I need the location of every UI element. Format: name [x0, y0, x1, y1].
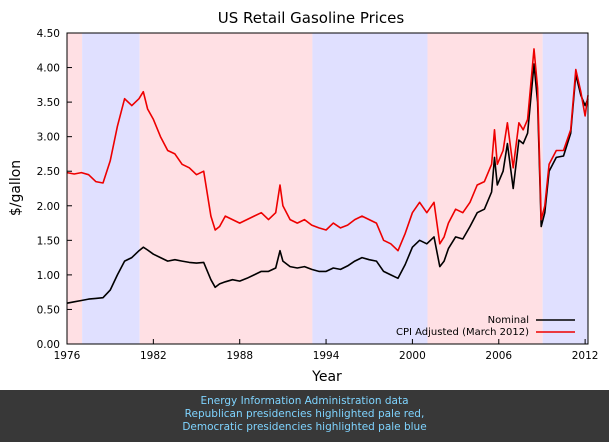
- x-tick-label-1994: 1994: [313, 350, 340, 362]
- footer-line-republican: Republican presidencies highlighted pale…: [184, 408, 425, 420]
- legend: Nominal CPI Adjusted (March 2012): [396, 315, 575, 338]
- y-tick-label-1.00: 1.00: [37, 270, 60, 282]
- band-democratic-1: [82, 33, 140, 344]
- series-lines: [66, 48, 589, 304]
- x-tick-label-2000: 2000: [399, 350, 426, 362]
- y-tick-label-3.50: 3.50: [37, 97, 60, 109]
- plot-frame: [66, 32, 589, 345]
- footer-line-democratic: Democratic presidencies highlighted pale…: [182, 421, 427, 433]
- y-axis: 0.00 0.50 1.00 1.50 2.00 2.50 3.00 3.50 4.00 4.50: [37, 28, 72, 351]
- footer-caption: Energy Information Administration data R…: [0, 390, 609, 442]
- y-tick-label-2.00: 2.00: [37, 201, 60, 213]
- band-republican-4: [427, 33, 543, 344]
- x-axis-label: Year: [311, 369, 342, 385]
- band-democratic-5: [542, 33, 588, 344]
- x-tick-label-1982: 1982: [140, 350, 167, 362]
- band-republican-2: [139, 33, 313, 344]
- series-line-cpi-adjusted: [66, 48, 589, 252]
- band-democratic-3: [312, 33, 428, 344]
- y-tick-label-3.00: 3.00: [37, 132, 60, 144]
- y-axis-label: $/gallon: [8, 160, 24, 216]
- band-republican-0: [67, 33, 83, 344]
- chart-title: US Retail Gasoline Prices: [218, 9, 405, 27]
- y-tick-label-2.50: 2.50: [37, 166, 60, 178]
- y-tick-label-1.50: 1.50: [37, 235, 60, 247]
- legend-label-cpi: CPI Adjusted (March 2012): [396, 327, 529, 338]
- x-tick-label-2006: 2006: [485, 350, 512, 362]
- y-tick-label-0.50: 0.50: [37, 304, 60, 316]
- x-axis: 1976 1982 1988 1994 2000 2006 2012: [54, 339, 599, 362]
- y-tick-label-4.50: 4.50: [37, 28, 60, 40]
- presidency-bands: [67, 33, 588, 344]
- x-tick-label-1988: 1988: [226, 350, 253, 362]
- x-tick-label-1976: 1976: [54, 350, 81, 362]
- chart: 1976 1982 1988 1994 2000 2006 2012 0.00 0.50 1.0…: [8, 9, 599, 385]
- legend-label-nominal: Nominal: [488, 315, 529, 326]
- footer-line-source: Energy Information Administration data: [200, 395, 409, 407]
- y-tick-label-4.00: 4.00: [37, 63, 60, 75]
- series-line-nominal: [66, 63, 589, 304]
- x-tick-label-2012: 2012: [572, 350, 599, 362]
- y-tick-label-0.00: 0.00: [37, 339, 60, 351]
